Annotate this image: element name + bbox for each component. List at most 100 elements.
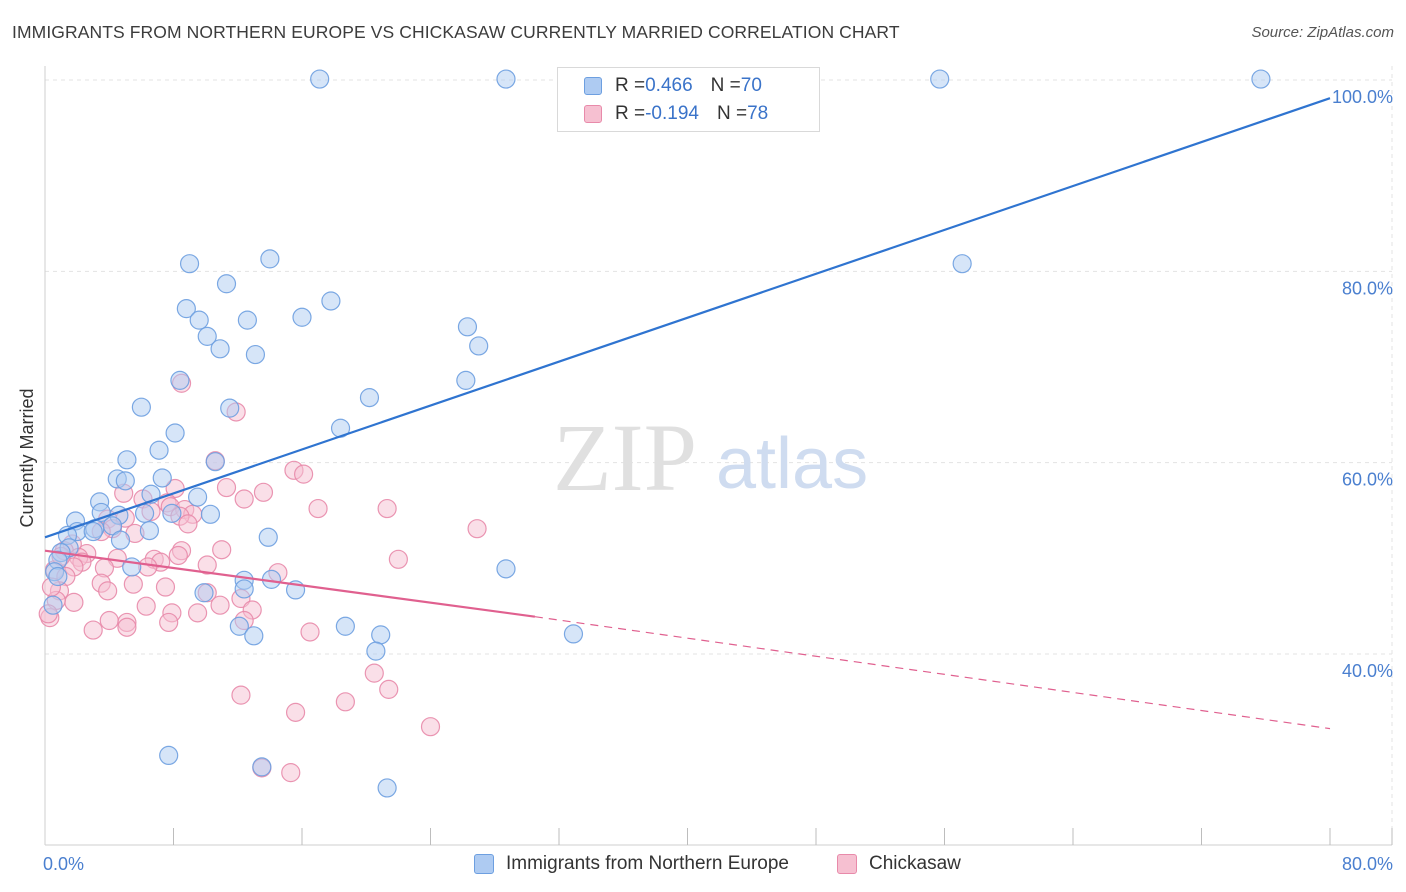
r-value: 0.466	[645, 75, 693, 96]
northern-europe-point	[110, 530, 131, 550]
northern-europe-point	[134, 503, 155, 523]
watermark-zip: ZIP	[553, 404, 697, 511]
chickasaw-point	[117, 617, 137, 637]
chickasaw-point	[83, 620, 103, 640]
northern-europe-point	[234, 579, 254, 599]
northern-europe-point	[115, 471, 135, 491]
northern-europe-point	[194, 583, 214, 603]
northern-europe-point	[165, 423, 185, 443]
axes	[44, 66, 1393, 846]
northern-europe-point	[179, 254, 200, 274]
northern-europe-point	[149, 440, 169, 460]
legend-swatch-blue	[474, 854, 494, 874]
northern-europe-point	[366, 641, 386, 661]
northern-europe-point	[335, 616, 355, 636]
northern-europe-point	[152, 468, 172, 488]
chickasaw-point	[379, 679, 399, 699]
chickasaw-point	[159, 612, 179, 633]
y-tick-label: 40.0%	[1342, 661, 1393, 681]
northern-europe-point	[563, 624, 584, 644]
legend-label: Immigrants from Northern Europe	[506, 853, 789, 874]
chickasaw-point	[123, 574, 143, 594]
northern-europe-point	[252, 757, 272, 777]
tick-labels: 40.0% 60.0% 80.0% 100.0% 0.0% 80.0%	[43, 87, 1393, 874]
chickasaw-point	[231, 685, 251, 705]
northern-europe-point	[220, 398, 240, 418]
northern-europe-point	[83, 521, 103, 542]
legend-swatch-pink	[837, 854, 857, 874]
chickasaw-point	[377, 498, 397, 519]
northern-europe-point	[189, 310, 209, 330]
northern-europe-point	[321, 291, 341, 311]
northern-europe-trend-line	[44, 97, 1331, 539]
northern-europe-point	[229, 616, 249, 636]
northern-europe-point	[1251, 69, 1271, 89]
chickasaw-trend-line	[44, 549, 536, 618]
chickasaw-point	[138, 557, 158, 577]
watermark-atlas: atlas	[716, 424, 868, 504]
legend-swatch-blue	[584, 77, 602, 95]
r-label: R =	[615, 103, 646, 124]
chickasaw-point	[253, 482, 274, 502]
chickasaw-point	[165, 478, 185, 499]
chickasaw-point	[281, 763, 301, 783]
northern-europe-point	[930, 69, 950, 89]
northern-europe-point	[377, 778, 397, 798]
chickasaw-point	[178, 514, 198, 534]
y-tick-label: 80.0%	[1342, 278, 1393, 298]
legend-item-northern-europe[interactable]: Immigrants from Northern Europe	[474, 853, 789, 875]
northern-europe-point	[48, 566, 68, 587]
legend-label: Chickasaw	[869, 853, 961, 874]
x-tick-label: 80.0%	[1342, 854, 1393, 874]
r-label: R =	[615, 75, 646, 96]
stats-row-northern-europe: R = 0.466 N = 70	[584, 72, 762, 100]
northern-europe-point	[496, 559, 516, 579]
chickasaw-point	[155, 577, 176, 597]
northern-europe-point	[197, 326, 217, 346]
northern-europe-point	[210, 339, 230, 359]
chickasaw-point	[285, 702, 306, 722]
chickasaw-point	[210, 595, 230, 615]
northern-europe-point	[244, 626, 264, 646]
northern-europe-point	[43, 595, 63, 615]
chickasaw-point	[234, 489, 254, 509]
n-value: 70	[740, 75, 762, 96]
northern-europe-point	[131, 397, 151, 417]
chickasaw-point	[294, 464, 314, 484]
n-label: N =	[716, 103, 748, 124]
chickasaw-point	[64, 592, 84, 612]
northern-europe-point	[952, 254, 972, 274]
grid-lines	[45, 66, 1393, 845]
northern-europe-point	[117, 450, 137, 470]
y-axis-label: Currently Married	[17, 388, 37, 527]
chart-title: IMMIGRANTS FROM NORTHERN EUROPE VS CHICK…	[12, 22, 900, 42]
n-value: 78	[747, 103, 769, 124]
y-tick-label: 100.0%	[1332, 87, 1393, 107]
northern-europe-point	[292, 307, 312, 327]
chickasaw-point	[99, 610, 119, 631]
northern-europe-point	[457, 317, 478, 337]
n-label: N =	[710, 75, 741, 96]
chickasaw-point	[420, 717, 441, 737]
chickasaw-point	[216, 477, 237, 498]
legend-item-chickasaw[interactable]: Chickasaw	[837, 853, 961, 875]
chickasaw-point	[335, 692, 355, 712]
chickasaw-point	[388, 549, 408, 569]
y-tick-label: 60.0%	[1342, 470, 1393, 490]
chickasaw-point	[98, 581, 118, 601]
chickasaw-trend-line-extension	[534, 616, 1331, 730]
stats-legend: R = 0.466 N = 70 R = -0.194 N = 78	[557, 67, 820, 132]
stats-row-chickasaw: R = -0.194 N = 78	[584, 100, 768, 128]
northern-europe-point	[216, 274, 237, 294]
chickasaw-point	[364, 663, 384, 683]
legend-swatch-pink	[584, 105, 602, 123]
northern-europe-point	[205, 452, 225, 472]
watermark: ZIP atlas	[553, 404, 868, 511]
northern-europe-point	[139, 520, 160, 541]
source-label: Source: ZipAtlas.com	[1251, 24, 1394, 41]
northern-europe-point	[237, 310, 257, 330]
chickasaw-point	[136, 596, 156, 616]
chickasaw-point	[467, 519, 487, 539]
chickasaw-point	[168, 545, 188, 566]
